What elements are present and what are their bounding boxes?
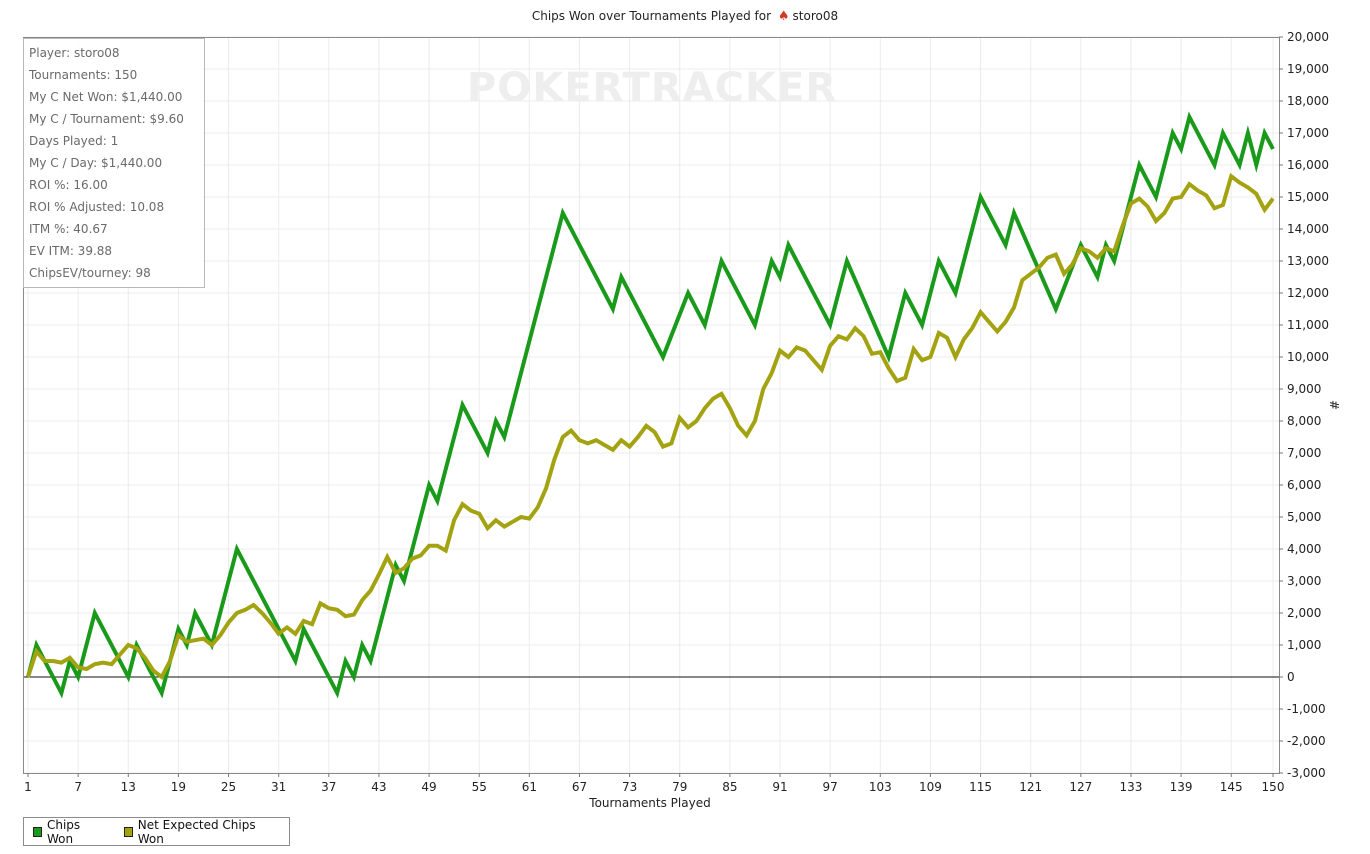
- stat-roi: ROI %: 16.00: [29, 178, 108, 192]
- stat-chipsev: ChipsEV/tourney: 98: [29, 266, 151, 280]
- x-tick-label: 79: [672, 780, 687, 794]
- x-tick-label: 115: [969, 780, 992, 794]
- y-tick-label: 6,000: [1287, 478, 1321, 492]
- stat-itm: ITM %: 40.67: [29, 222, 108, 236]
- x-axis-label: Tournaments Played: [589, 796, 711, 810]
- y-tick-label: 17,000: [1287, 126, 1329, 140]
- legend-swatch-expected-chips-won: [123, 826, 133, 837]
- y-tick-label: 12,000: [1287, 286, 1329, 300]
- y-tick-label: 20,000: [1287, 30, 1329, 44]
- y-tick-label: 5,000: [1287, 510, 1321, 524]
- x-tick-label: 139: [1170, 780, 1193, 794]
- x-tick-label: 31: [271, 780, 286, 794]
- x-tick-label: 1: [24, 780, 32, 794]
- y-tick-label: 3,000: [1287, 574, 1321, 588]
- y-tick-label: -1,000: [1287, 702, 1326, 716]
- stat-roi-adjusted: ROI % Adjusted: 10.08: [29, 200, 165, 214]
- x-tick-label: 103: [869, 780, 892, 794]
- x-tick-label: 7: [74, 780, 82, 794]
- y-axis-label: #: [1327, 399, 1342, 411]
- stats-panel: Player: storo08 Tournaments: 150 My C Ne…: [23, 38, 205, 288]
- y-tick-label: 13,000: [1287, 254, 1329, 268]
- y-tick-label: 11,000: [1287, 318, 1329, 332]
- x-tick-label: 19: [171, 780, 186, 794]
- x-tick-label: 55: [472, 780, 487, 794]
- chart-title: Chips Won over Tournaments Played for ♠ s…: [0, 9, 1370, 24]
- x-tick-label: 49: [421, 780, 436, 794]
- legend-item-expected-chips-won[interactable]: Net Expected Chips Won: [123, 817, 267, 846]
- y-tick-label: -2,000: [1287, 734, 1326, 748]
- x-tick-label: 145: [1220, 780, 1243, 794]
- x-tick-label: 133: [1119, 780, 1142, 794]
- stat-ev-itm: EV ITM: 39.88: [29, 244, 113, 258]
- grid-lines: [24, 36, 1279, 774]
- stat-days-played: Days Played: 1: [29, 134, 119, 148]
- x-tick-label: 13: [121, 780, 136, 794]
- y-tick-label: 7,000: [1287, 446, 1321, 460]
- legend: Chips Won Net Expected Chips Won: [23, 817, 290, 846]
- x-tick-label: 43: [371, 780, 386, 794]
- x-tick-label: 109: [919, 780, 942, 794]
- y-tick-label: 0: [1287, 670, 1295, 684]
- x-tick-label: 85: [722, 780, 737, 794]
- y-tick-label: 18,000: [1287, 94, 1329, 108]
- stat-per-day: My C / Day: $1,440.00: [29, 156, 163, 170]
- x-tick-label: 37: [321, 780, 336, 794]
- series-lines: [26, 111, 1275, 699]
- legend-label-chips-won: Chips Won: [46, 817, 81, 846]
- y-tick-label: 10,000: [1287, 350, 1329, 364]
- x-tick-label: 25: [221, 780, 236, 794]
- stat-player: Player: storo08: [29, 46, 120, 60]
- stat-tournaments: Tournaments: 150: [29, 68, 138, 82]
- spade-icon: ♠: [777, 9, 790, 24]
- y-tick-label: 8,000: [1287, 414, 1321, 428]
- x-tick-label: 127: [1069, 780, 1092, 794]
- x-tick-label: 97: [823, 780, 838, 794]
- legend-label-expected-chips-won: Net Expected Chips Won: [137, 817, 256, 846]
- x-tick-label: 61: [522, 780, 537, 794]
- x-tick-label: 67: [572, 780, 587, 794]
- series-line-chips-won: [26, 111, 1275, 699]
- y-tick-label: 9,000: [1287, 382, 1321, 396]
- x-tick-label: 73: [622, 780, 637, 794]
- y-axis-ticks: -3,000 -2,000 -1,000 0 1,000 2,000 3,000 4,000 5…: [1279, 30, 1329, 780]
- legend-swatch-chips-won: [33, 826, 42, 837]
- x-tick-label: 150: [1262, 780, 1285, 794]
- player-name: storo08: [792, 9, 839, 23]
- x-tick-label: 121: [1019, 780, 1042, 794]
- stat-per-tournament: My C / Tournament: $9.60: [29, 112, 184, 126]
- watermark: POKERTRACKER: [467, 65, 837, 111]
- legend-item-chips-won[interactable]: Chips Won: [33, 818, 102, 846]
- y-tick-label: 16,000: [1287, 158, 1329, 172]
- y-tick-label: 15,000: [1287, 190, 1329, 204]
- chart-title-text: Chips Won over Tournaments Played for: [531, 9, 772, 23]
- y-tick-label: 1,000: [1287, 638, 1321, 652]
- y-tick-label: -3,000: [1287, 766, 1326, 780]
- x-axis-ticks: 1 7 13 19 25 31 37 43 49 55 61 67 73 79 85 91 97 103 109 11…: [24, 773, 1284, 794]
- plot-frame: [23, 37, 1280, 774]
- y-tick-label: 2,000: [1287, 606, 1321, 620]
- y-tick-label: 4,000: [1287, 542, 1321, 556]
- y-tick-label: 19,000: [1287, 62, 1329, 76]
- y-tick-label: 14,000: [1287, 222, 1329, 236]
- x-tick-label: 91: [772, 780, 787, 794]
- series-line-net-expected-chips-won: [26, 172, 1275, 681]
- stat-net-won: My C Net Won: $1,440.00: [29, 90, 183, 104]
